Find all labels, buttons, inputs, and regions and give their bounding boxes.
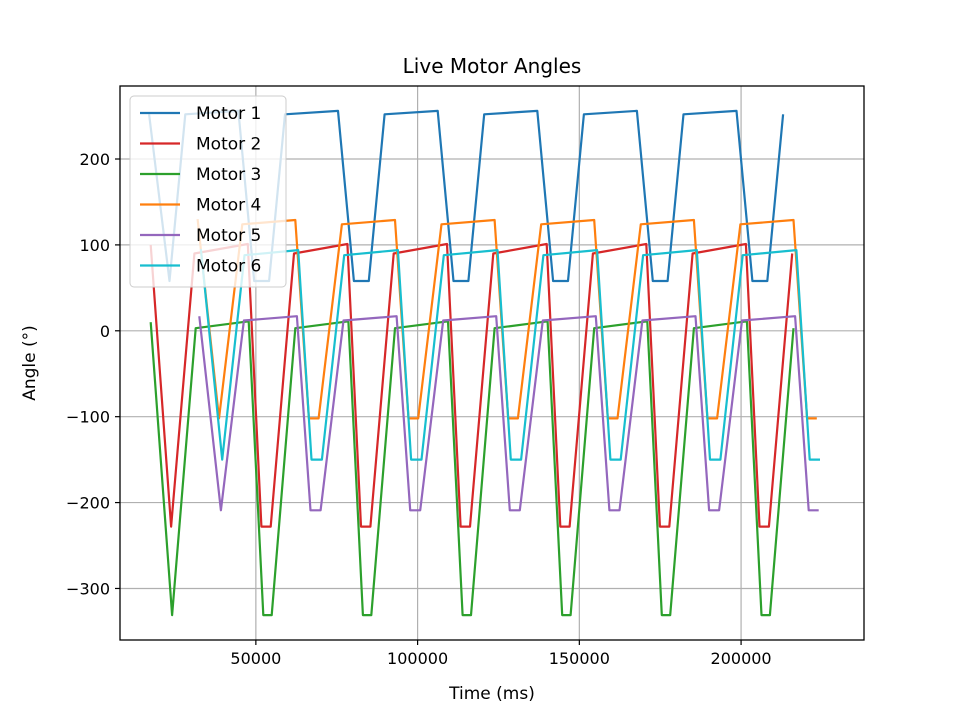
legend-label: Motor 4: [196, 196, 261, 216]
x-tick-label: 100000: [387, 649, 448, 668]
x-tick-label: 50000: [230, 649, 281, 668]
y-tick-label: −100: [66, 408, 110, 427]
y-tick-label: −200: [66, 494, 110, 513]
plot-frame: [119, 85, 865, 641]
x-tick-label: 200000: [711, 649, 772, 668]
legend-label: Motor 3: [196, 165, 261, 185]
legend-label: Motor 2: [196, 135, 261, 155]
axis-ticks: 50000 100000 150000 200000 200 100 0 −100 −200 −3…: [66, 150, 772, 668]
series-line-motor-6: [199, 249, 820, 461]
legend: Motor 1 Motor 2 Motor 3 Motor 4 Motor 5 Motor…: [129, 95, 287, 288]
y-tick-label: −300: [66, 579, 110, 598]
series-line-motor-5: [198, 315, 819, 512]
y-axis-label: Angle (°): [20, 325, 40, 401]
y-tick-label: 100: [79, 236, 110, 255]
chart-title: Live Motor Angles: [403, 54, 582, 78]
legend-label: Motor 5: [196, 226, 261, 246]
series-line-motor-4: [196, 218, 817, 420]
y-tick-label: 200: [79, 150, 110, 169]
legend-label: Motor 6: [196, 257, 261, 277]
x-axis-label: Time (ms): [448, 684, 535, 704]
x-tick-label: 150000: [549, 649, 610, 668]
y-tick-label: 0: [100, 322, 110, 341]
series-line-motor-3: [149, 320, 795, 617]
series-line-motor-2: [149, 242, 794, 528]
legend-label: Motor 1: [196, 104, 261, 124]
